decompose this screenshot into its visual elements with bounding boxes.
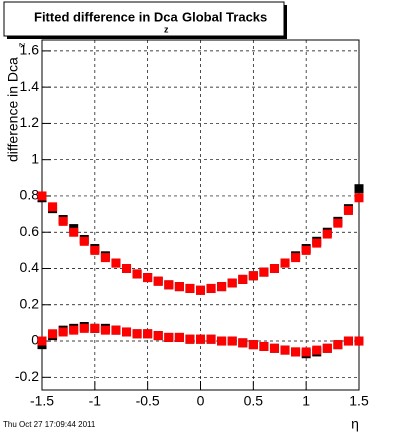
marker [185,334,195,344]
marker [90,323,100,333]
marker [37,336,47,346]
y-tick-label: 0.8 [20,187,40,203]
marker [100,325,110,335]
chart-title-subscript: z [164,24,169,34]
marker [280,258,290,268]
marker [164,280,174,290]
marker [132,269,142,279]
marker [312,238,322,248]
marker [354,336,364,346]
x-tick-label: -1.5 [30,393,54,409]
marker [217,336,227,346]
marker [322,343,332,353]
marker [143,273,153,283]
marker [111,325,121,335]
marker [227,278,237,288]
marker [48,329,58,339]
marker [58,327,68,337]
marker [206,334,216,344]
marker [301,245,311,255]
marker [196,285,205,295]
marker [122,327,132,337]
marker [301,347,311,357]
marker [343,336,353,346]
marker [354,184,364,194]
marker [269,263,279,273]
marker [79,323,89,333]
marker [185,283,195,293]
x-tick-label: 1 [302,393,310,409]
y-tick-label: 0.6 [20,223,40,239]
x-tick-label: -0.5 [136,393,160,409]
marker [90,245,100,255]
marker [37,191,47,201]
marker [69,227,79,237]
y-tick-label: 1.2 [20,114,40,130]
marker [111,258,121,268]
marker [238,338,248,348]
marker [248,271,258,281]
marker [58,216,68,226]
x-tick-label: 1.5 [349,393,369,409]
y-tick-label: 1.6 [20,42,40,58]
marker [354,193,364,203]
marker [143,329,153,339]
marker [227,336,237,346]
x-axis-label: η [351,416,359,432]
marker [153,276,163,286]
marker [322,229,332,239]
y-tick-label: 0 [31,332,39,348]
marker [291,253,301,263]
y-tick-label: 0.2 [20,295,40,311]
footer: Thu Oct 27 17:09:44 2011 [3,420,96,429]
chart-title: Fitted difference in Dca [34,9,179,24]
marker [259,267,269,277]
marker [174,282,184,292]
marker [100,253,110,263]
marker [343,205,353,215]
y-axis-label: difference in Dca [5,57,21,162]
marker [312,345,322,355]
x-tick-label: 0.5 [244,393,264,409]
marker [164,332,174,342]
marker [153,331,163,341]
marker [238,274,248,284]
marker [196,334,205,344]
marker [69,325,79,335]
marker [333,218,343,228]
marker [333,340,343,350]
y-axis-label-subscript: z [16,42,26,47]
marker [206,283,216,293]
y-tick-label: 1 [31,150,39,166]
y-tick-label: 0.4 [20,259,40,275]
marker [174,332,184,342]
y-tick-label: 1.4 [20,78,40,94]
marker [132,329,142,339]
chart-title-rest: Global Tracks [182,9,267,24]
marker [269,343,279,353]
marker [291,347,301,357]
x-tick-label: -1 [89,393,102,409]
marker [48,202,58,212]
marker [122,263,132,273]
marker [79,236,89,246]
marker [217,282,227,292]
marker [280,345,290,355]
x-tick-label: 0 [197,393,205,409]
title-box [3,1,285,37]
marker [259,341,269,351]
y-tick-label: -0.2 [15,368,39,384]
marker [248,340,258,350]
